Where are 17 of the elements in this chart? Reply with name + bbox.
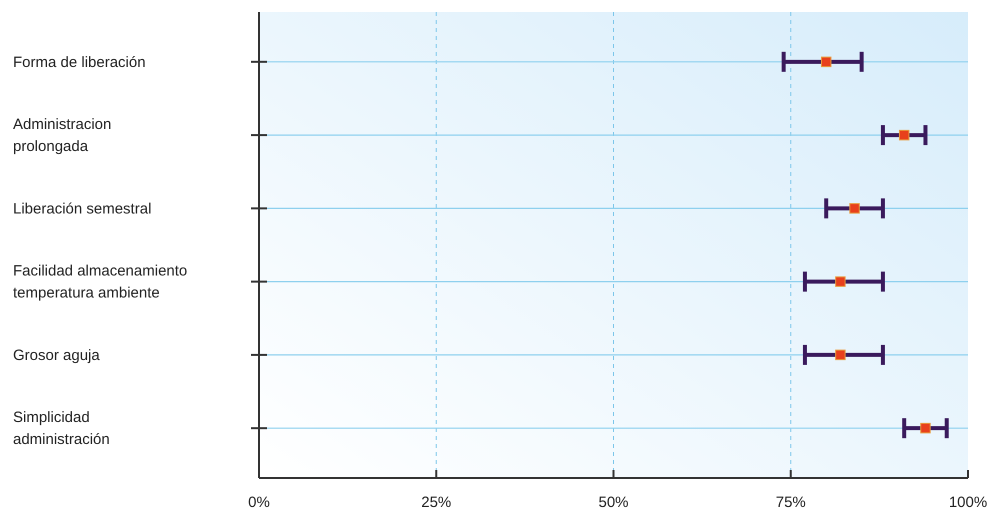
point <box>920 422 931 434</box>
point <box>835 276 846 287</box>
y-tick-label: Grosor aguja <box>13 346 100 364</box>
x-tick-label: 100% <box>948 494 988 511</box>
point <box>898 130 910 140</box>
point <box>820 56 832 68</box>
y-tick-label: Forma de liberación <box>13 54 146 71</box>
x-tick-label: 0% <box>248 494 270 511</box>
x-tick-label: 25% <box>421 494 452 511</box>
x-tick-label: 50% <box>598 494 629 511</box>
point <box>849 203 860 214</box>
y-tick-label: Liberación semestral <box>13 200 152 218</box>
x-tick-label: 75% <box>776 494 806 511</box>
point <box>835 350 846 360</box>
y-tick-label: Administracion prolongada <box>13 116 112 156</box>
y-tick-label: Simplicidad administración <box>13 409 110 448</box>
y-tick-label: Facilidad almacenamiento temperatura ambiente <box>13 262 188 302</box>
